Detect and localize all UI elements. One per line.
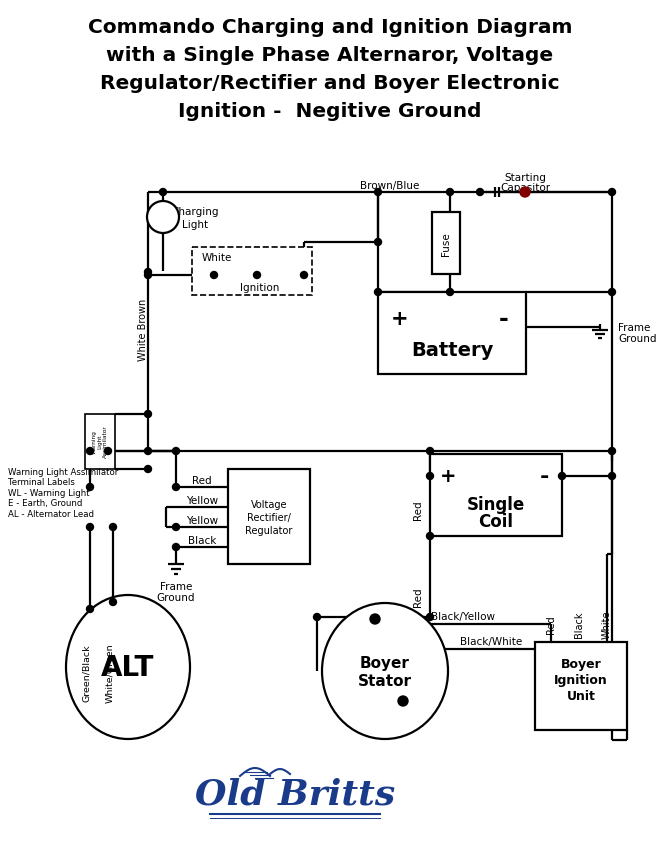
Circle shape (145, 270, 152, 276)
Ellipse shape (66, 595, 190, 740)
Text: Boyer: Boyer (360, 656, 410, 670)
Text: Red: Red (413, 500, 423, 519)
Bar (535, 642, 627, 730)
Circle shape (609, 473, 616, 480)
Text: Battery: Battery (411, 341, 493, 360)
Text: White: White (202, 252, 232, 263)
Circle shape (609, 448, 616, 455)
Text: Black: Black (574, 611, 584, 637)
Text: ALT: ALT (102, 653, 154, 682)
Circle shape (172, 524, 180, 531)
Circle shape (86, 606, 94, 612)
Circle shape (300, 272, 308, 279)
Text: Ignition -  Negitive Ground: Ignition - Negitive Ground (178, 102, 482, 121)
Circle shape (172, 484, 180, 491)
Circle shape (145, 448, 152, 455)
Text: Voltage: Voltage (251, 499, 287, 509)
Text: Black/Yellow: Black/Yellow (431, 612, 495, 621)
Circle shape (426, 448, 434, 455)
Circle shape (145, 466, 152, 473)
Circle shape (110, 599, 117, 606)
Text: White: White (602, 610, 612, 639)
Circle shape (426, 473, 434, 480)
Text: White/Green: White/Green (106, 642, 114, 702)
Text: Warning Light Assimilator
Terminal Labels
WL - Warning Light
E - Earth, Ground
A: Warning Light Assimilator Terminal Label… (8, 467, 118, 518)
Bar (432, 212, 460, 275)
Text: Ground: Ground (618, 334, 657, 344)
Circle shape (86, 448, 94, 455)
Text: Brown/Blue: Brown/Blue (360, 181, 420, 191)
Text: Yellow: Yellow (186, 515, 218, 525)
Circle shape (609, 189, 616, 196)
Circle shape (520, 188, 530, 198)
Text: White Brown: White Brown (138, 299, 148, 361)
Circle shape (609, 289, 616, 296)
Bar (85, 415, 115, 469)
Circle shape (398, 696, 408, 706)
Text: Ignition: Ignition (554, 674, 608, 687)
Circle shape (253, 272, 261, 279)
Bar (378, 293, 526, 374)
Text: -: - (499, 306, 509, 331)
Circle shape (558, 473, 566, 480)
Circle shape (147, 202, 179, 234)
Circle shape (172, 448, 180, 455)
Circle shape (160, 189, 166, 196)
Circle shape (447, 289, 453, 296)
Circle shape (314, 614, 321, 621)
Circle shape (370, 614, 380, 624)
Circle shape (477, 189, 484, 196)
Text: Frame: Frame (160, 581, 192, 591)
Text: Boyer: Boyer (560, 658, 601, 670)
Text: Warning
Light
Assimilator: Warning Light Assimilator (92, 425, 108, 458)
Text: Rectifier/: Rectifier/ (247, 513, 291, 522)
Text: Single: Single (467, 496, 525, 514)
Text: Ignition: Ignition (240, 282, 280, 293)
Text: Stator: Stator (358, 674, 412, 688)
Text: Light: Light (182, 220, 208, 229)
Circle shape (104, 448, 112, 455)
Text: +: + (440, 467, 456, 486)
Text: Charging: Charging (171, 206, 218, 217)
Bar (430, 455, 562, 537)
Text: Regulator/Rectifier and Boyer Electronic: Regulator/Rectifier and Boyer Electronic (100, 74, 560, 93)
Circle shape (86, 524, 94, 531)
Text: Old Britts: Old Britts (195, 777, 395, 811)
Text: Coil: Coil (478, 513, 513, 531)
Text: with a Single Phase Alternaror, Voltage: with a Single Phase Alternaror, Voltage (106, 46, 554, 65)
Text: Red: Red (413, 587, 423, 606)
Circle shape (172, 544, 180, 551)
Circle shape (86, 484, 94, 491)
Text: Ground: Ground (157, 592, 195, 602)
Text: Starting: Starting (504, 173, 546, 183)
Circle shape (426, 533, 434, 540)
Text: Fuse: Fuse (441, 232, 451, 256)
Text: Green/Black: Green/Black (81, 643, 90, 701)
Ellipse shape (322, 603, 448, 740)
Text: -: - (539, 467, 548, 486)
Text: Regulator: Regulator (246, 525, 292, 536)
Text: Commando Charging and Ignition Diagram: Commando Charging and Ignition Diagram (88, 18, 572, 37)
Circle shape (447, 189, 453, 196)
Circle shape (110, 524, 117, 531)
Bar (228, 469, 310, 565)
Circle shape (426, 614, 434, 621)
Text: Black: Black (188, 536, 216, 545)
Circle shape (145, 272, 152, 279)
Text: Capasitor: Capasitor (500, 183, 550, 193)
Text: Red: Red (546, 615, 556, 634)
Text: Frame: Frame (618, 322, 650, 333)
Text: Black/White: Black/White (460, 636, 522, 647)
Bar (192, 247, 312, 296)
Text: Red: Red (192, 475, 212, 485)
Circle shape (211, 272, 218, 279)
Text: Yellow: Yellow (186, 496, 218, 506)
Circle shape (374, 189, 381, 196)
Text: Unit: Unit (566, 690, 595, 703)
Text: +: + (391, 309, 409, 328)
Circle shape (374, 289, 381, 296)
Circle shape (374, 239, 381, 247)
Circle shape (145, 411, 152, 418)
